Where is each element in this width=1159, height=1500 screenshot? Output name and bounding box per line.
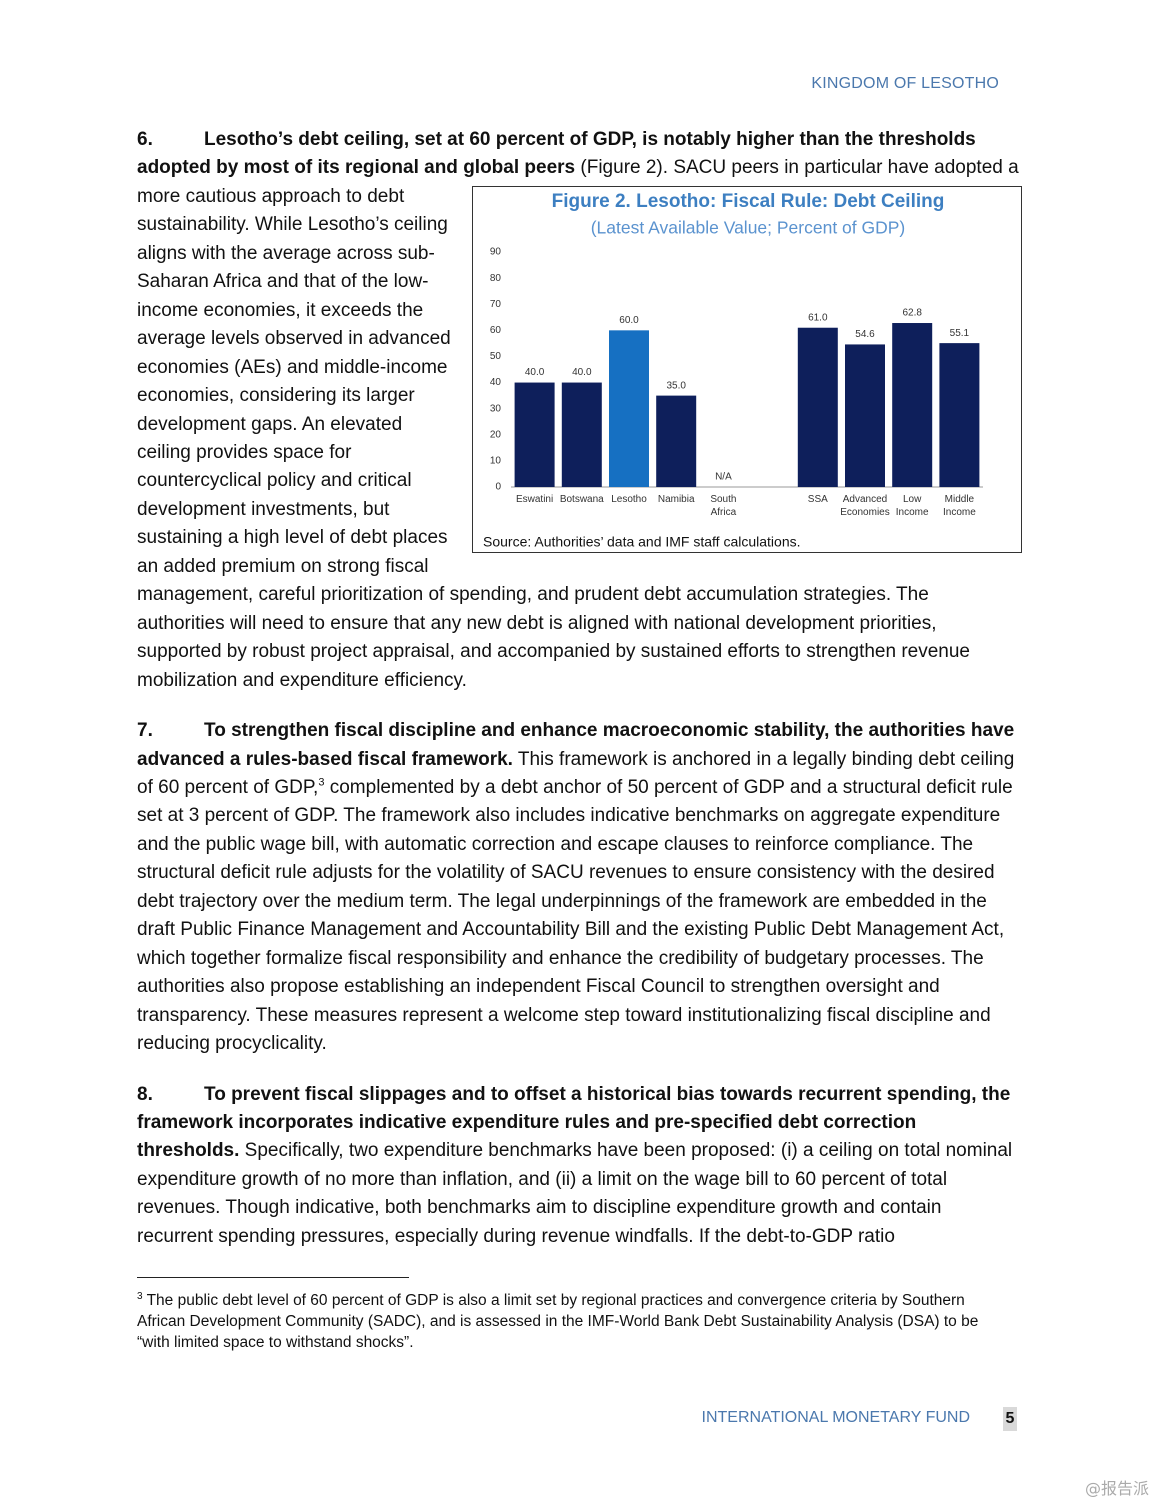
paragraph-number: 8. bbox=[137, 1083, 153, 1105]
y-tick-label: 30 bbox=[490, 403, 502, 414]
chart-subtitle: (Latest Available Value; Percent of GDP) bbox=[591, 218, 906, 238]
bar bbox=[561, 382, 602, 487]
y-tick-label: 90 bbox=[490, 247, 502, 258]
y-tick-label: 20 bbox=[490, 429, 502, 440]
x-tick-label: Low Income bbox=[895, 493, 929, 518]
chart-title: Figure 2. Lesotho: Fiscal Rule: Debt Cei… bbox=[552, 191, 945, 212]
value-label: 40.0 bbox=[572, 367, 592, 378]
chart-source: Source: Authorities’ data and IMF staff … bbox=[483, 534, 801, 550]
value-label: 54.6 bbox=[855, 329, 875, 340]
value-label: 40.0 bbox=[525, 367, 545, 378]
value-label: 61.0 bbox=[808, 312, 828, 323]
y-tick-label: 0 bbox=[495, 482, 501, 493]
footnote-number: 3 bbox=[137, 1290, 143, 1302]
x-tick-label: South Africa bbox=[710, 493, 737, 518]
x-tick-label: SSA bbox=[807, 493, 828, 505]
bar bbox=[609, 330, 649, 487]
value-label: N/A bbox=[715, 472, 732, 483]
x-tick-label: Botswana bbox=[559, 493, 604, 505]
x-tick-label: Lesotho bbox=[611, 493, 647, 505]
running-header: KINGDOM OF LESOTHO bbox=[811, 75, 999, 92]
y-tick-label: 50 bbox=[490, 351, 502, 362]
paragraph: 7. To strengthen fiscal discipline and en… bbox=[137, 717, 1019, 1058]
bar bbox=[892, 322, 933, 487]
page-number: 5 bbox=[1003, 1407, 1017, 1431]
footnote-ref: 3 bbox=[318, 776, 325, 789]
footnote-text: The public debt level of 60 percent of G… bbox=[137, 1292, 979, 1351]
bar bbox=[797, 327, 838, 487]
y-tick-label: 70 bbox=[490, 299, 502, 310]
value-label: 35.0 bbox=[666, 380, 686, 391]
paragraph-text: (Figure 2). SACU peers in particular hav… bbox=[137, 157, 1019, 691]
paragraph-number: 7. bbox=[137, 720, 153, 742]
x-tick-label: Advanced Economies bbox=[840, 493, 890, 518]
bar bbox=[656, 395, 697, 487]
body-text: 6. Lesotho’s debt ceiling, set at 60 perc… bbox=[137, 126, 1022, 1273]
y-tick-label: 10 bbox=[490, 455, 502, 466]
paragraph: 8. To prevent fiscal slippages and to off… bbox=[137, 1081, 1019, 1252]
value-label: 55.1 bbox=[950, 328, 970, 339]
y-tick-label: 40 bbox=[490, 377, 502, 388]
footnote: 3 The public debt level of 60 percent of… bbox=[137, 1290, 987, 1353]
bar bbox=[845, 344, 885, 487]
value-label: 62.8 bbox=[902, 308, 922, 319]
paragraph-text: complemented by a debt anchor of 50 perc… bbox=[137, 776, 1013, 1055]
y-tick-label: 60 bbox=[490, 325, 502, 336]
paragraph: 6. Lesotho’s debt ceiling, set at 60 perc… bbox=[137, 126, 1022, 695]
paragraph-lead: Lesotho’s debt ceiling, set at 60 percen… bbox=[137, 129, 976, 179]
y-tick-label: 80 bbox=[490, 273, 502, 284]
x-tick-label: Eswatini bbox=[515, 493, 554, 505]
chart: Figure 2. Lesotho: Fiscal Rule: Debt Cei… bbox=[483, 191, 983, 550]
footnote-rule bbox=[137, 1277, 409, 1278]
paragraph-text: This framework is anchored in a legally … bbox=[137, 748, 1015, 798]
figure: Figure 2. Lesotho: Fiscal Rule: Debt Cei… bbox=[472, 185, 1022, 553]
x-tick-label: Namibia bbox=[657, 493, 695, 505]
paragraph-number: 6. bbox=[137, 129, 153, 150]
bar bbox=[939, 343, 980, 487]
paragraph-lead: To strengthen fiscal discipline and enha… bbox=[137, 720, 1015, 770]
value-label: 60.0 bbox=[619, 315, 639, 326]
bar bbox=[514, 382, 555, 487]
paragraph-lead: To prevent fiscal slippages and to offse… bbox=[137, 1083, 1011, 1162]
footer-label: INTERNATIONAL MONETARY FUND bbox=[701, 1409, 970, 1426]
watermark: @报告派 bbox=[1084, 1479, 1149, 1498]
x-tick-label: Middle Income bbox=[942, 493, 976, 518]
paragraph-text: Specifically, two expenditure benchmarks… bbox=[137, 1140, 1013, 1247]
